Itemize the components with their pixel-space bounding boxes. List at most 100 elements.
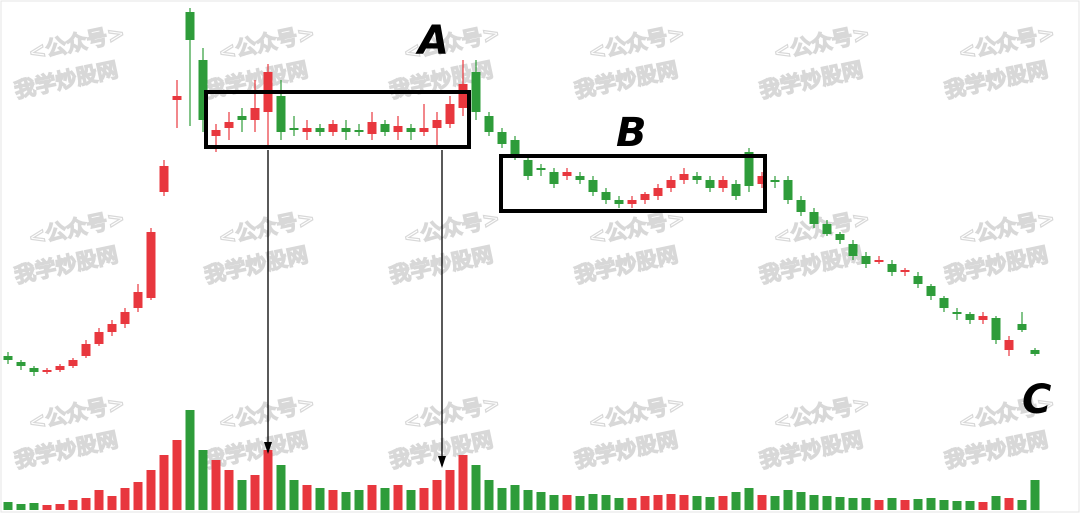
candle-body	[939, 298, 949, 308]
candle-body	[380, 124, 390, 132]
box-a	[204, 90, 471, 149]
candle-body	[731, 184, 741, 196]
volume-bar	[484, 480, 494, 510]
candle-body	[562, 172, 572, 176]
volume-bar	[575, 496, 585, 510]
volume-bar	[731, 492, 741, 510]
candle-body	[432, 120, 442, 128]
candle-body	[81, 344, 91, 356]
candle-body	[679, 174, 689, 180]
candle-body	[289, 128, 299, 130]
volume-bar	[991, 496, 1001, 510]
candle-body	[757, 176, 767, 184]
candle-body	[1017, 324, 1027, 330]
volume-bar	[367, 485, 377, 510]
volume-bar	[926, 498, 936, 510]
volume-bar	[16, 504, 26, 510]
volume-bar	[796, 492, 806, 510]
candle-body	[315, 128, 325, 132]
label-a: A	[415, 18, 449, 64]
volume-bar	[445, 470, 455, 510]
volume-bar	[523, 490, 533, 510]
candle-body	[172, 96, 182, 100]
volume-bar	[965, 501, 975, 510]
candle-body	[666, 180, 676, 188]
volume-bar	[328, 490, 338, 510]
arrow-head	[438, 456, 446, 468]
candle-body	[133, 292, 143, 308]
candle-body	[237, 116, 247, 120]
volume-bar	[302, 485, 312, 510]
volume-bar	[887, 498, 897, 510]
volume-bar	[848, 498, 858, 510]
candle-body	[445, 104, 455, 124]
volume-bar	[354, 490, 364, 510]
candle-body	[68, 360, 78, 366]
volume-bar	[692, 496, 702, 510]
volume-bar	[679, 495, 689, 510]
volume-bar	[510, 485, 520, 510]
candle-body	[367, 122, 377, 134]
volume-bar	[952, 501, 962, 510]
candle-body	[419, 128, 429, 132]
candle-body	[393, 126, 403, 132]
candle-body	[536, 168, 546, 170]
candle-body	[900, 270, 910, 272]
candle-body	[653, 188, 663, 196]
label-b: B	[616, 110, 647, 156]
candle-body	[692, 176, 702, 180]
candle-body	[16, 362, 26, 366]
volume-bar	[861, 498, 871, 510]
candle-body	[3, 356, 13, 360]
volume-bar	[718, 496, 728, 510]
volume-bar	[211, 460, 221, 510]
candle-body	[744, 152, 754, 186]
candle-body	[107, 324, 117, 332]
candle-body	[861, 256, 871, 264]
candle-body	[822, 224, 832, 234]
volume-bar	[159, 455, 169, 510]
volume-bar	[874, 500, 884, 510]
volume-bar	[549, 495, 559, 510]
volume-bar	[172, 440, 182, 510]
candle-body	[146, 232, 156, 298]
volume-bar	[627, 498, 637, 510]
plot	[3, 8, 1040, 510]
volume-bar	[276, 465, 286, 510]
candle-body	[705, 180, 715, 188]
volume-bar	[666, 494, 676, 510]
candle-body	[198, 60, 208, 120]
candle-body	[354, 130, 364, 132]
volume-bar	[1017, 500, 1027, 510]
candle-body	[406, 128, 416, 132]
volume-bar	[744, 488, 754, 510]
volume-bar	[770, 496, 780, 510]
volume-bar	[250, 475, 260, 510]
candle-body	[926, 286, 936, 296]
candle-body	[120, 312, 130, 324]
candle-body	[185, 12, 195, 40]
volume-bar	[185, 410, 195, 510]
volume-bar	[653, 495, 663, 510]
volume-bar	[146, 470, 156, 510]
volume-bar	[458, 455, 468, 510]
volume-bar	[939, 500, 949, 510]
candle-body	[575, 176, 585, 180]
candle-body	[458, 84, 468, 108]
candle-body	[510, 140, 520, 156]
volume-bar	[94, 490, 104, 510]
candle-body	[601, 192, 611, 200]
volume-bar	[783, 490, 793, 510]
volume-bar	[822, 496, 832, 510]
candle-body	[549, 172, 559, 184]
candle-body	[250, 108, 260, 120]
candle-body	[276, 96, 286, 132]
candle-body	[796, 200, 806, 212]
volume-bar	[237, 480, 247, 510]
volume-bar	[913, 499, 923, 510]
volume-bar	[406, 490, 416, 510]
candle-body	[42, 370, 52, 372]
